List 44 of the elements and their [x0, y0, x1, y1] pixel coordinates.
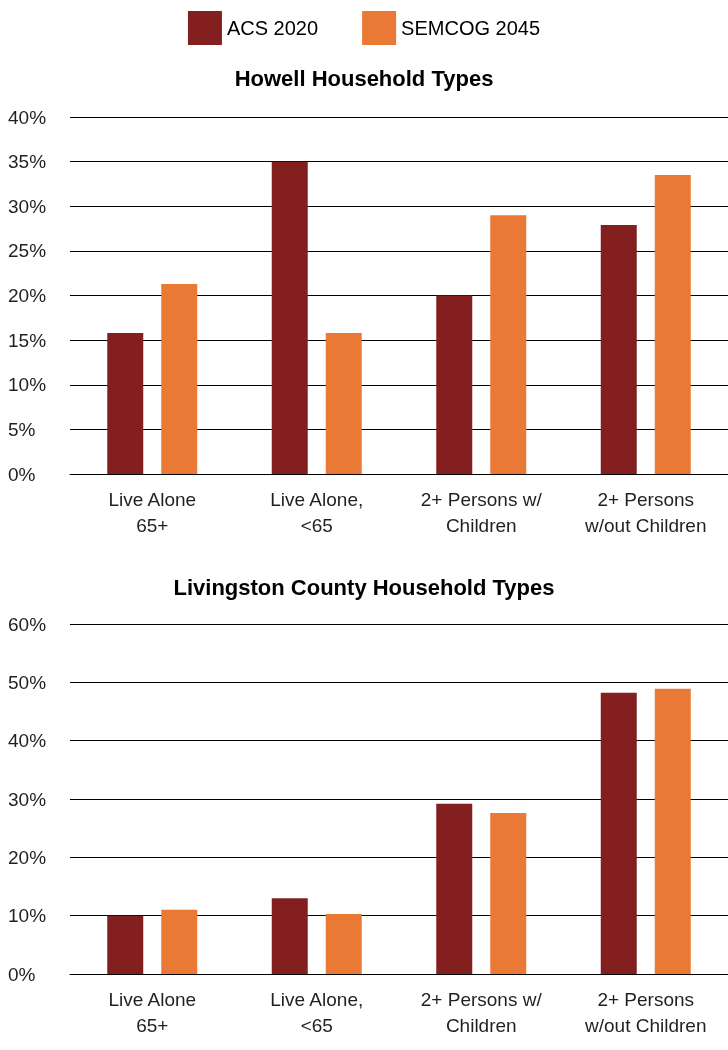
bar [271, 161, 308, 474]
x-tick-label: Live Alone, <65 [270, 488, 364, 536]
y-tick-label: 10% [8, 905, 47, 927]
y-tick-label: 10% [8, 374, 47, 396]
y-tick-label: 35% [8, 151, 47, 173]
y-tick-label: 0% [8, 963, 36, 985]
bar [436, 803, 473, 974]
bar [600, 692, 637, 974]
bar [490, 813, 527, 974]
legend-label: ACS 2020 [226, 17, 319, 39]
x-tick-label: Live Alone 65+ [108, 488, 197, 536]
x-tick-label: 2+ Persons w/ Children [420, 488, 543, 536]
y-tick-label: 40% [8, 730, 47, 752]
y-tick-label: 40% [8, 106, 47, 128]
y-tick-label: 20% [8, 285, 47, 306]
x-tick-label: Live Alone 65+ [108, 988, 197, 1036]
bar [654, 688, 691, 974]
legend-label: SEMCOG 2045 [401, 17, 541, 39]
bar [107, 915, 144, 974]
y-tick-label: 50% [8, 671, 47, 693]
bar [600, 224, 637, 474]
chart-title: Livingston County Household Types [173, 574, 555, 600]
x-tick-label: 2+ Persons w/out Children [584, 488, 707, 536]
bar [161, 909, 198, 974]
y-tick-label: 20% [8, 846, 47, 868]
y-tick-label: 30% [8, 195, 47, 217]
x-tick-label: 2+ Persons w/out Children [584, 988, 707, 1036]
x-tick-label: Live Alone, <65 [270, 988, 364, 1036]
bar [325, 913, 362, 974]
bar [436, 295, 473, 474]
y-tick-label: 5% [8, 418, 36, 440]
y-tick-label: 0% [8, 463, 36, 485]
bar [161, 283, 198, 474]
x-tick-label: 2+ Persons w/ Children [420, 988, 543, 1036]
y-tick-label: 30% [8, 788, 47, 810]
bar [654, 175, 691, 474]
bar [490, 215, 527, 474]
y-tick-label: 15% [8, 329, 47, 351]
y-tick-label: 25% [8, 240, 47, 262]
bar [325, 332, 362, 474]
chart-title: Howell Household Types [234, 65, 494, 91]
bar [107, 332, 144, 474]
bar [271, 898, 308, 974]
y-tick-label: 60% [8, 613, 47, 635]
